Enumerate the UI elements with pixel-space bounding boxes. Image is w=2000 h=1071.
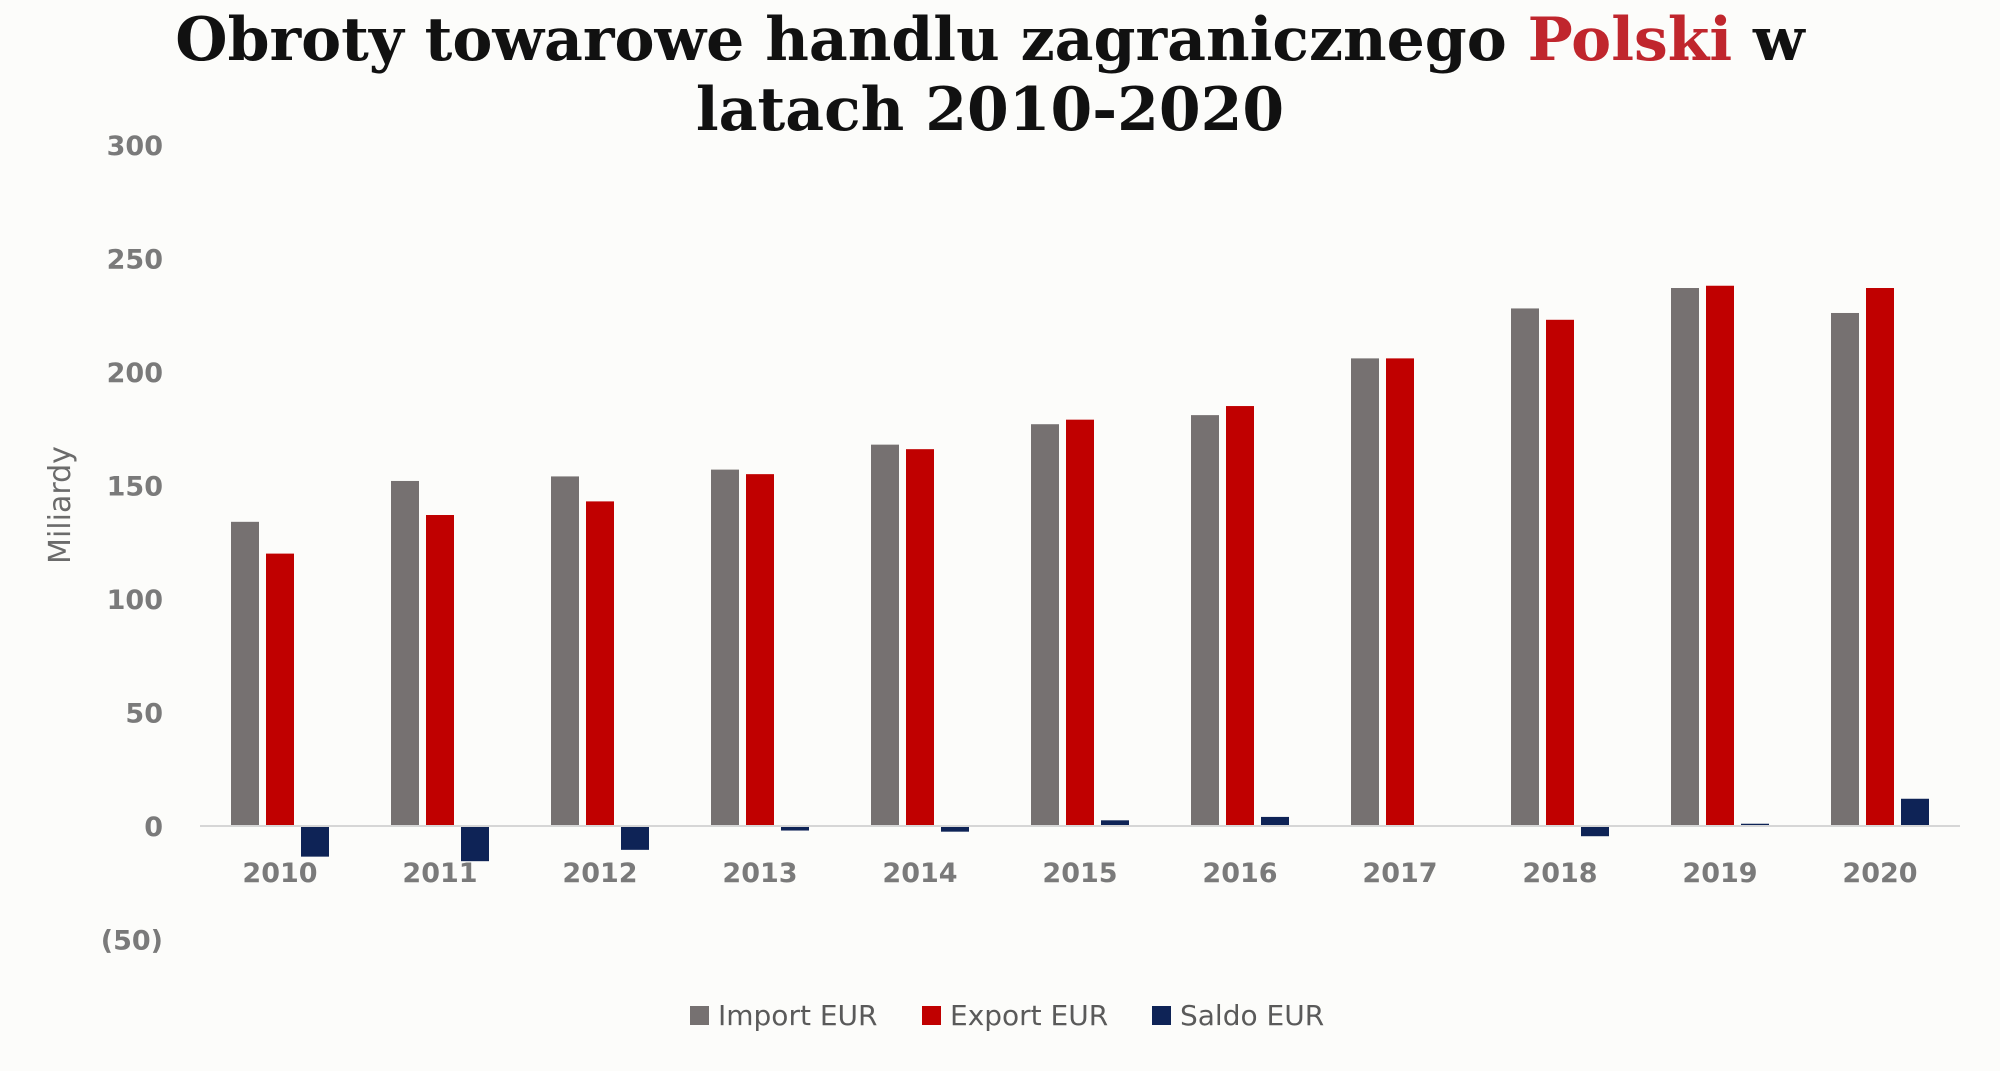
bar-import-eur-2015 [1031, 424, 1059, 826]
x-axis-ticks: 2010 2011 2012 2013 2014 2015 2016 2017 2018 2019… [242, 858, 1917, 889]
legend: Import EUR Export EUR Saldo EUR [690, 999, 1324, 1032]
bar-saldo-eur-2011 [461, 826, 489, 862]
bar-saldo-eur-2012 [621, 826, 649, 850]
y-tick-label: 0 [144, 812, 163, 843]
legend-swatch [1152, 1006, 1171, 1025]
x-tick-label: 2018 [1522, 858, 1597, 889]
x-tick-label: 2011 [402, 858, 477, 889]
x-tick-label: 2014 [882, 858, 957, 889]
x-tick-label: 2013 [722, 858, 797, 889]
bar-saldo-eur-2015 [1101, 820, 1129, 826]
y-tick-label: 150 [107, 472, 163, 503]
bar-export-eur-2014 [906, 449, 934, 826]
x-tick-label: 2010 [242, 858, 317, 889]
bar-import-eur-2016 [1191, 415, 1219, 826]
bar-import-eur-2014 [871, 444, 899, 826]
bar-import-eur-2013 [711, 469, 739, 826]
bar-export-eur-2017 [1386, 358, 1414, 826]
chart-title-line2: latach 2010-2020 [696, 75, 1284, 145]
bar-import-eur-2019 [1671, 288, 1699, 826]
bar-export-eur-2016 [1226, 406, 1254, 826]
bar-saldo-eur-2018 [1581, 826, 1609, 837]
bar-export-eur-2019 [1706, 285, 1734, 826]
bar-export-eur-2020 [1866, 288, 1894, 826]
chart-title-highlight: Polski [1528, 5, 1732, 75]
chart-title-part-1: Obroty towarowe handlu zagranicznego [175, 5, 1527, 75]
y-tick-label: 300 [107, 131, 163, 162]
legend-swatch [922, 1006, 941, 1025]
y-axis-ticks: (50) 0 50 100 150 200 250 300 [101, 131, 163, 957]
bar-saldo-eur-2013 [781, 826, 809, 831]
bar-export-eur-2010 [266, 553, 294, 826]
bar-import-eur-2011 [391, 480, 419, 826]
y-tick-label: 100 [107, 585, 163, 616]
x-tick-label: 2017 [1362, 858, 1437, 889]
bar-saldo-eur-2016 [1261, 816, 1289, 826]
chart-title-part-3: w [1732, 5, 1806, 75]
x-tick-label: 2016 [1202, 858, 1277, 889]
x-tick-label: 2015 [1042, 858, 1117, 889]
y-tick-label: (50) [101, 926, 163, 957]
bar-export-eur-2013 [746, 474, 774, 826]
y-axis-label: Miliardy [43, 446, 78, 564]
bar-saldo-eur-2020 [1901, 798, 1929, 826]
bar-saldo-eur-2019 [1741, 823, 1769, 826]
y-tick-label: 200 [107, 358, 163, 389]
bar-import-eur-2020 [1831, 312, 1859, 827]
y-tick-label: 250 [107, 245, 163, 276]
legend-label: Export EUR [950, 999, 1108, 1032]
bar-saldo-eur-2014 [941, 826, 969, 832]
bar-import-eur-2017 [1351, 358, 1379, 826]
chart-title-line1: Obroty towarowe handlu zagranicznego Pol… [175, 5, 1806, 75]
bar-export-eur-2011 [426, 515, 454, 826]
bar-saldo-eur-2010 [301, 826, 329, 857]
legend-swatch [690, 1006, 709, 1025]
bar-export-eur-2012 [586, 501, 614, 826]
bar-export-eur-2018 [1546, 319, 1574, 826]
bar-import-eur-2012 [551, 476, 579, 826]
x-tick-label: 2019 [1682, 858, 1757, 889]
bar-import-eur-2010 [231, 521, 259, 826]
legend-label: Import EUR [718, 999, 877, 1032]
legend-label: Saldo EUR [1180, 999, 1324, 1032]
x-tick-label: 2020 [1842, 858, 1917, 889]
bar-export-eur-2015 [1066, 419, 1094, 826]
bars [231, 285, 1929, 862]
x-tick-label: 2012 [562, 858, 637, 889]
bar-import-eur-2018 [1511, 308, 1539, 826]
y-tick-label: 50 [125, 699, 163, 730]
